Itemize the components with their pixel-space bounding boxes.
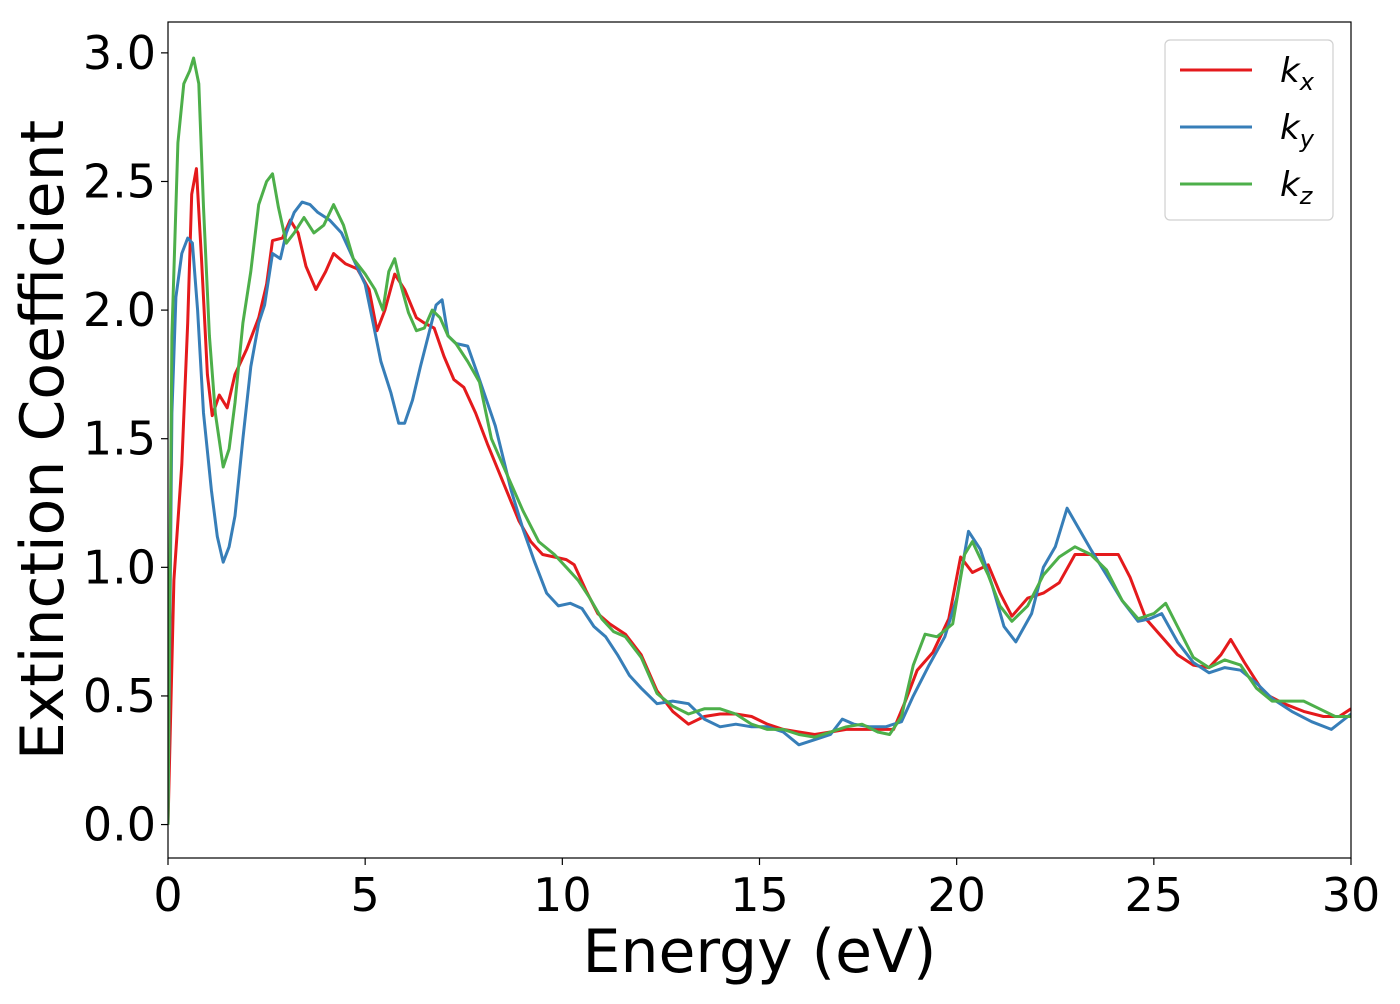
y-tick-label: 1.5	[83, 412, 156, 466]
x-tick-label: 15	[730, 868, 789, 922]
series-line-ky	[168, 200, 1351, 825]
y-tick-label: 0.0	[83, 798, 156, 852]
series-line-kz	[168, 56, 1351, 825]
series-line-kx	[168, 167, 1351, 825]
x-tick-label: 0	[153, 868, 182, 922]
x-tick-label: 5	[351, 868, 380, 922]
x-tick-label: 20	[927, 868, 986, 922]
x-tick-label: 30	[1322, 868, 1381, 922]
y-tick-label: 3.0	[83, 26, 156, 80]
y-tick-label: 0.5	[83, 669, 156, 723]
y-tick-label: 1.0	[83, 540, 156, 594]
x-tick-label: 10	[533, 868, 592, 922]
y-tick-label: 2.5	[83, 154, 156, 208]
x-tick-label: 25	[1125, 868, 1184, 922]
legend-box	[1164, 39, 1334, 221]
x-axis-label: Energy (eV)	[583, 917, 937, 987]
y-tick-label: 2.0	[83, 283, 156, 337]
y-axis-label: Extinction Coefficient	[8, 120, 78, 760]
